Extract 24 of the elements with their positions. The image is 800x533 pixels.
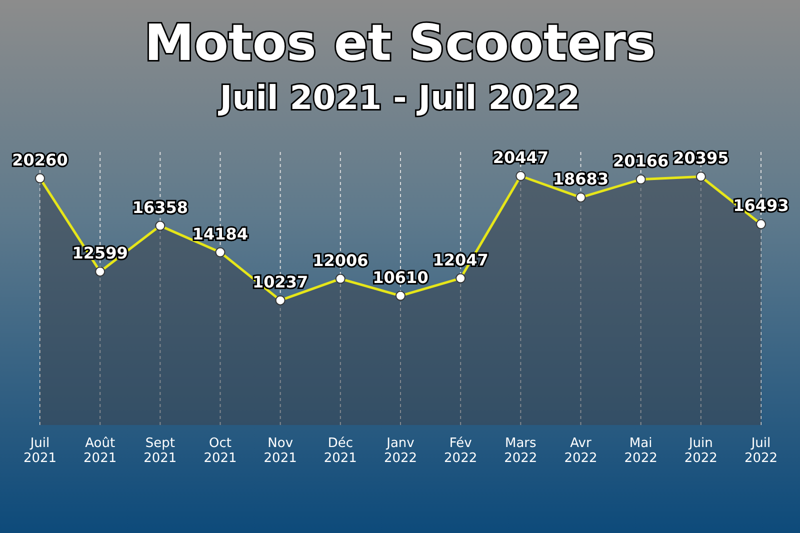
x-tick-label: Mars 2022: [504, 436, 538, 466]
data-label: 20166: [612, 151, 669, 170]
x-tick-label: Août 2021: [84, 436, 117, 466]
x-tick-label: Oct 2021: [204, 436, 237, 466]
x-tick-label: Avr 2022: [564, 436, 598, 466]
x-tick-label: Juil 2022: [744, 436, 778, 466]
x-tick-label: Fév 2022: [444, 436, 478, 466]
x-tick-label: Sept 2021: [144, 436, 177, 466]
data-label: 18683: [552, 169, 609, 188]
data-label: 12006: [312, 250, 368, 270]
x-tick-label: Juil 2021: [23, 436, 57, 466]
x-tick-label: Juin 2022: [684, 436, 718, 466]
data-label: 16358: [132, 198, 188, 217]
data-label: 14184: [192, 224, 248, 244]
data-label: 20260: [12, 150, 68, 170]
chart-subtitle: Juil 2021 - Juil 2022: [218, 78, 580, 117]
data-label: 20447: [492, 148, 549, 167]
x-tick-label: Nov 2021: [264, 436, 297, 466]
x-tick-label: Déc 2021: [324, 436, 357, 466]
data-label: 10610: [372, 268, 428, 287]
chart-title: Motos et Scooters: [144, 14, 656, 72]
x-tick-label: Janv 2022: [384, 436, 418, 466]
x-tick-label: Mai 2022: [624, 436, 658, 466]
data-label: 20395: [673, 148, 729, 168]
